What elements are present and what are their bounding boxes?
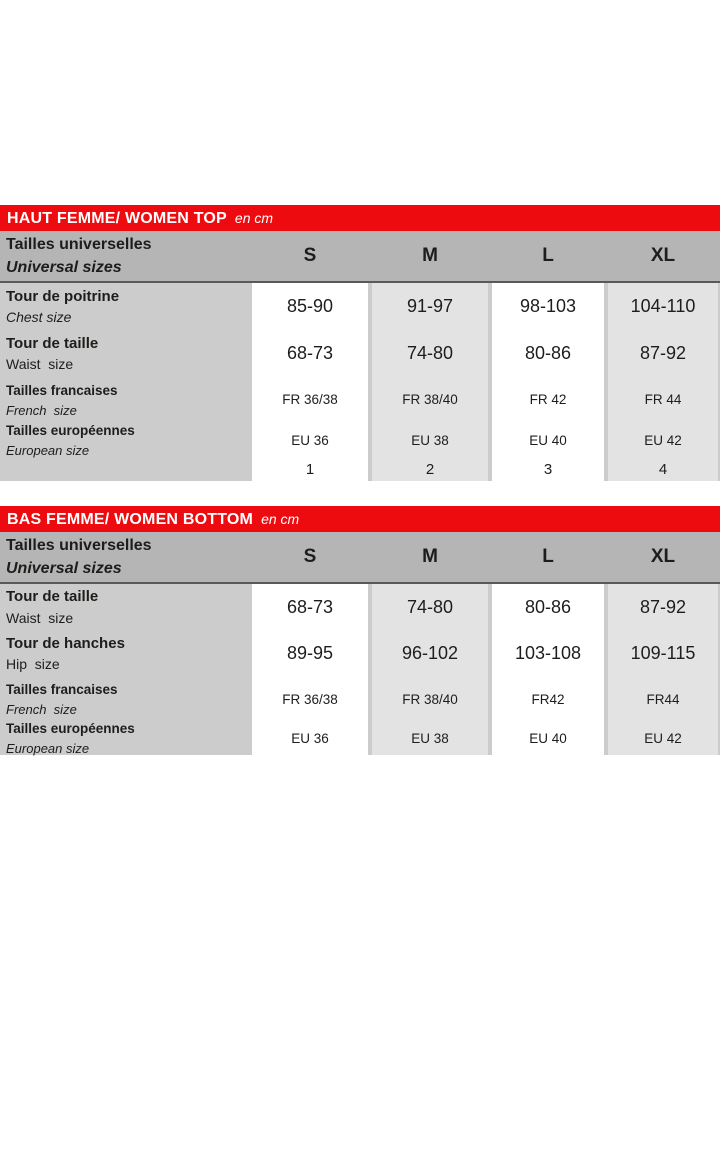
size-value-cell: 89-95 bbox=[252, 630, 368, 677]
size-value-cell: EU 42 bbox=[608, 422, 718, 458]
size-value-cell: FR 44 bbox=[608, 377, 718, 422]
row-label-en: Hip size bbox=[6, 656, 60, 673]
size-value-cell: 103-108 bbox=[492, 630, 604, 677]
table-body: Tour de taille Waist size 68-73 74-80 80… bbox=[0, 584, 720, 757]
size-value-cell: 98-103 bbox=[492, 283, 604, 330]
table-row-waist: Tour de taille Waist size 68-73 74-80 80… bbox=[0, 584, 720, 630]
row-label-en: European size bbox=[6, 443, 90, 459]
row-label-fr: Tailles francaises bbox=[6, 382, 118, 398]
table-row-french-size: Tailles francaises French size FR 36/38 … bbox=[0, 677, 720, 721]
header-label-en: Universal sizes bbox=[6, 560, 122, 578]
size-value-cell: FR 38/40 bbox=[372, 677, 488, 721]
size-value-cell: 3 bbox=[492, 458, 604, 481]
size-value-cell: 91-97 bbox=[372, 283, 488, 330]
size-value-cell: 1 bbox=[252, 458, 368, 481]
size-value-cell: FR 36/38 bbox=[252, 677, 368, 721]
table-row-chest: Tour de poitrine Chest size 85-90 91-97 … bbox=[0, 283, 720, 330]
row-label-fr: Tour de poitrine bbox=[6, 287, 120, 305]
size-value-cell: FR 36/38 bbox=[252, 377, 368, 422]
size-value-cell: 85-90 bbox=[252, 283, 368, 330]
table-body: Tour de poitrine Chest size 85-90 91-97 … bbox=[0, 283, 720, 481]
row-label-fr: Tailles européennes bbox=[6, 721, 135, 737]
table-title: BAS FEMME/ WOMEN BOTTOM bbox=[7, 511, 254, 528]
size-value-cell: 74-80 bbox=[372, 330, 488, 377]
row-label-cell: Tailles francaises French size bbox=[0, 677, 250, 721]
size-value-cell: 2 bbox=[372, 458, 488, 481]
row-label-en: French size bbox=[6, 702, 77, 718]
row-label-en: Waist size bbox=[6, 609, 74, 626]
size-value-cell: 96-102 bbox=[372, 630, 488, 677]
row-label-en: French size bbox=[6, 402, 77, 418]
table-row-hip: Tour de hanches Hip size 89-95 96-102 10… bbox=[0, 630, 720, 677]
size-value-cell: EU 38 bbox=[372, 721, 488, 755]
header-label-fr: Tailles universelles bbox=[6, 236, 152, 254]
size-value-cell: EU 40 bbox=[492, 422, 604, 458]
row-label-fr: Tailles francaises bbox=[6, 682, 118, 698]
size-value-cell: 80-86 bbox=[492, 584, 604, 630]
row-label-cell: Tour de hanches Hip size bbox=[0, 630, 250, 677]
column-header-m: M bbox=[422, 245, 438, 266]
size-value-cell: FR44 bbox=[608, 677, 718, 721]
table-title-bar: HAUT FEMME/ WOMEN TOP en cm bbox=[0, 205, 720, 231]
table-row-size-index: 1 2 3 4 bbox=[0, 458, 720, 481]
size-value-cell: FR42 bbox=[492, 677, 604, 721]
size-value-cell: 68-73 bbox=[252, 584, 368, 630]
size-header-row: Tailles universelles Universal sizes S M… bbox=[0, 532, 720, 584]
table-unit-label: en cm bbox=[261, 511, 300, 527]
row-label-fr: Tour de taille bbox=[6, 334, 99, 352]
women-bottom-size-table: BAS FEMME/ WOMEN BOTTOM en cm Tailles un… bbox=[0, 506, 720, 757]
size-value-cell: 4 bbox=[608, 458, 718, 481]
column-header-s: S bbox=[303, 546, 317, 567]
row-label-fr: Tailles européennes bbox=[6, 423, 135, 439]
table-row-french-size: Tailles francaises French size FR 36/38 … bbox=[0, 377, 720, 422]
size-value-cell: EU 36 bbox=[252, 422, 368, 458]
row-label-cell: Tour de taille Waist size bbox=[0, 584, 250, 630]
row-label-cell: Tour de poitrine Chest size bbox=[0, 283, 250, 330]
row-label-cell: Tour de taille Waist size bbox=[0, 330, 250, 377]
column-header-s: S bbox=[303, 245, 317, 266]
size-value-cell: FR 42 bbox=[492, 377, 604, 422]
header-label-en: Universal sizes bbox=[6, 259, 122, 277]
row-label-fr: Tour de hanches bbox=[6, 634, 125, 652]
header-label-cell: Tailles universelles Universal sizes bbox=[0, 231, 250, 281]
size-value-cell: 87-92 bbox=[608, 584, 718, 630]
size-value-cell: 87-92 bbox=[608, 330, 718, 377]
size-value-cell: FR 38/40 bbox=[372, 377, 488, 422]
row-label-cell: Tailles francaises French size bbox=[0, 377, 250, 422]
column-header-m: M bbox=[422, 546, 438, 567]
row-label-en: European size bbox=[6, 741, 90, 757]
table-row-waist: Tour de taille Waist size 68-73 74-80 80… bbox=[0, 330, 720, 377]
size-value-cell: EU 40 bbox=[492, 721, 604, 755]
size-value-cell: EU 38 bbox=[372, 422, 488, 458]
size-value-cell: 68-73 bbox=[252, 330, 368, 377]
column-header-l: L bbox=[542, 546, 554, 567]
row-label-cell: Tailles européennes European size bbox=[0, 422, 250, 458]
table-row-european-size: Tailles européennes European size EU 36 … bbox=[0, 422, 720, 458]
table-row-european-size: Tailles européennes European size EU 36 … bbox=[0, 721, 720, 757]
women-top-size-table: HAUT FEMME/ WOMEN TOP en cm Tailles univ… bbox=[0, 205, 720, 481]
row-label-cell: Tailles européennes European size bbox=[0, 721, 250, 757]
size-value-cell: 80-86 bbox=[492, 330, 604, 377]
row-label-cell bbox=[0, 458, 250, 481]
table-unit-label: en cm bbox=[234, 210, 274, 226]
table-title: HAUT FEMME/ WOMEN TOP bbox=[7, 210, 227, 227]
size-header-row: Tailles universelles Universal sizes S M… bbox=[0, 231, 720, 283]
size-value-cell: 109-115 bbox=[608, 630, 718, 677]
header-label-cell: Tailles universelles Universal sizes bbox=[0, 532, 250, 582]
size-value-cell: EU 36 bbox=[252, 721, 368, 755]
size-value-cell: EU 42 bbox=[608, 721, 718, 755]
column-header-l: L bbox=[542, 245, 554, 266]
column-header-xl: XL bbox=[650, 245, 676, 266]
row-label-en: Chest size bbox=[6, 309, 72, 326]
row-label-fr: Tour de taille bbox=[6, 588, 99, 606]
size-value-cell: 74-80 bbox=[372, 584, 488, 630]
header-label-fr: Tailles universelles bbox=[6, 537, 152, 555]
size-value-cell: 104-110 bbox=[608, 283, 718, 330]
row-label-en: Waist size bbox=[6, 356, 74, 373]
table-title-bar: BAS FEMME/ WOMEN BOTTOM en cm bbox=[0, 506, 720, 532]
column-header-xl: XL bbox=[650, 546, 676, 567]
